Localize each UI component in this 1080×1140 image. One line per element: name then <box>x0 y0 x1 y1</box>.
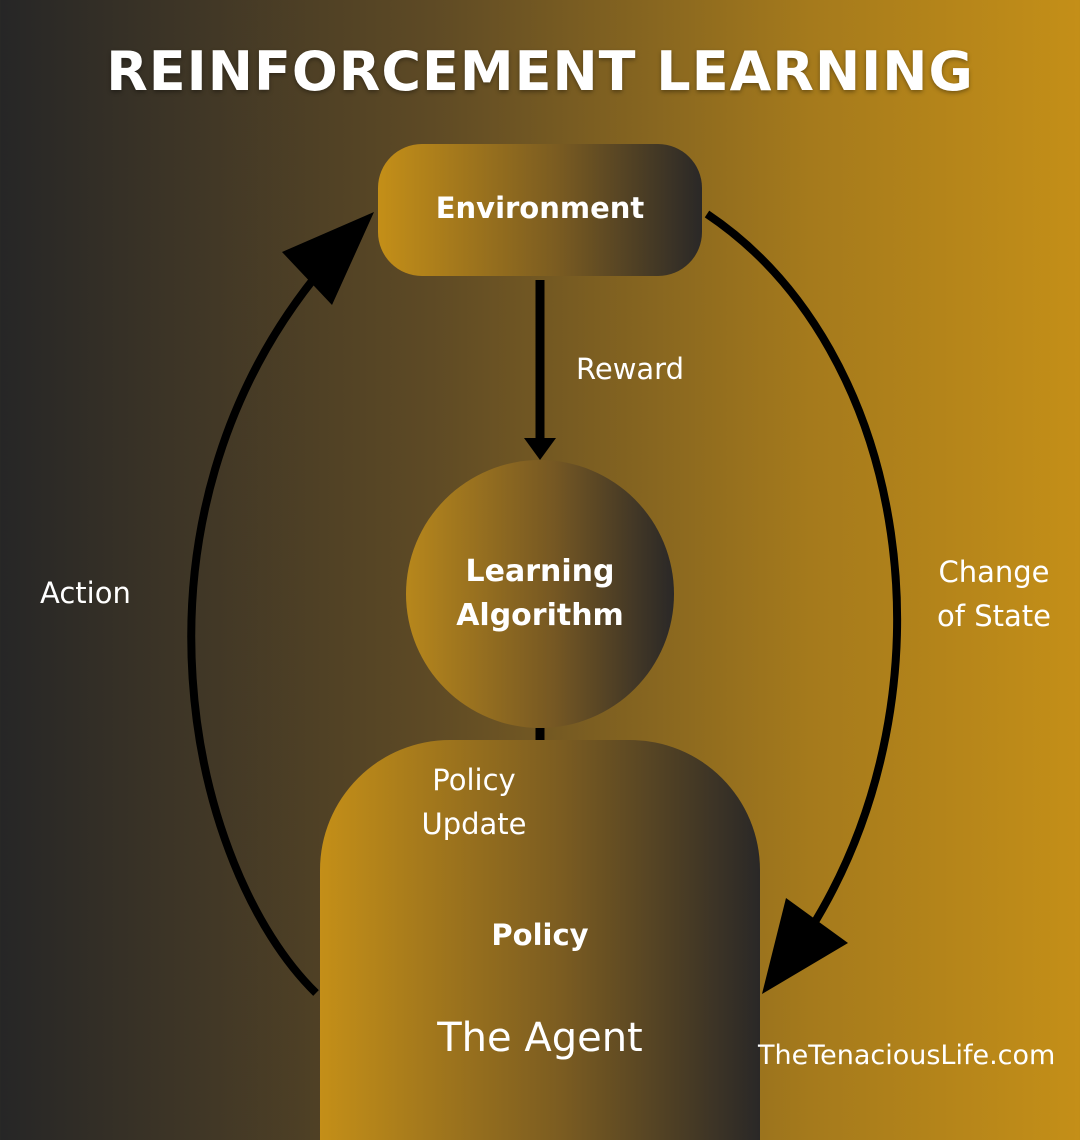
learning-algorithm-label: Learning Algorithm <box>456 554 624 633</box>
reward-arrow <box>524 280 556 460</box>
change-of-state-label: Change of State <box>937 555 1051 633</box>
change-of-state-arrow <box>704 210 902 994</box>
learning-algorithm-node: Learning Algorithm <box>406 460 674 728</box>
reward-label: Reward <box>576 352 684 386</box>
action-label: Action <box>40 576 131 610</box>
policy-update-label: Policy Update <box>421 763 527 841</box>
website-footer: TheTenaciousLife.com <box>758 1040 1056 1071</box>
agent-label: The Agent <box>437 1015 643 1061</box>
action-arrow <box>187 212 374 996</box>
policy-label: Policy <box>491 918 589 952</box>
agent-node <box>320 740 760 1140</box>
page-title: REINFORCEMENT LEARNING <box>106 40 974 103</box>
environment-node: Environment <box>378 144 702 276</box>
environment-label: Environment <box>435 191 645 225</box>
